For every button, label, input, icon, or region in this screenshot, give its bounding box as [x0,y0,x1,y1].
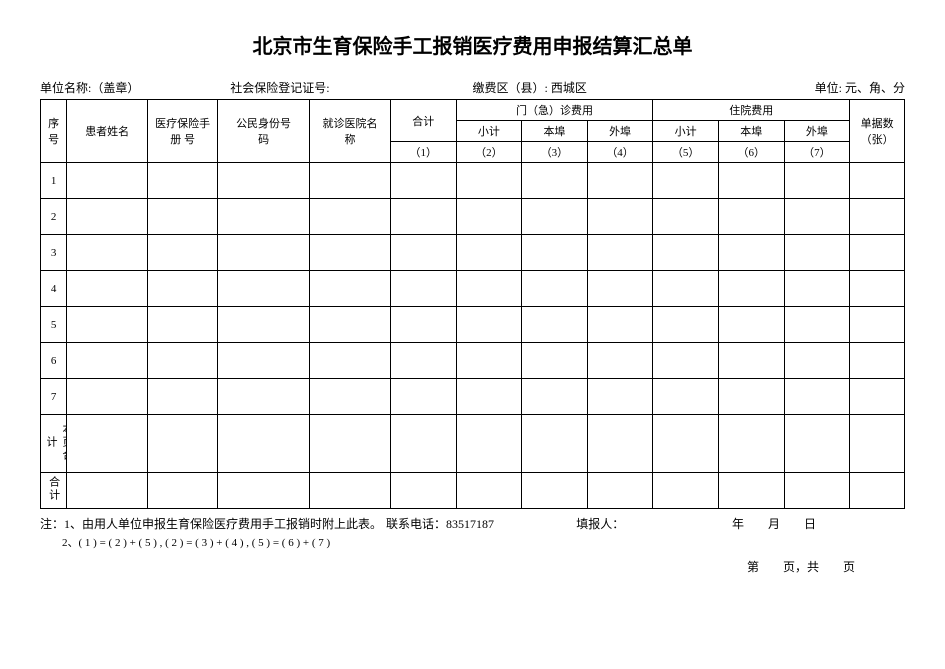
seq-cell: 6 [41,343,67,379]
seq-cell: 1 [41,163,67,199]
header-row: 单位名称:（盖章） 社会保险登记证号: 缴费区（县）: 西城区 单位: 元、角、… [40,79,905,96]
col-num-6: （6） [718,142,784,163]
note-1: 注：1、由用人单位申报生育保险医疗费用手工报销时附上此表。 [40,515,386,532]
col-num-5: （5） [653,142,719,163]
table-row: 3 [41,235,905,271]
seq-cell: 5 [41,307,67,343]
date-label: 年 月 日 [732,515,905,532]
seq-cell: 3 [41,235,67,271]
grand-total-row: 合计 [41,473,905,509]
table-body: 1 2 3 4 5 6 7 本页合计 合计 [41,163,905,509]
col-inpatient-group: 住院费用 [653,100,850,121]
contact-phone: 联系电话：83517187 [386,515,576,532]
table-row: 5 [41,307,905,343]
main-table: 序号 患者姓名 医疗保险手 册 号 公民身份号 码 就诊医院名 称 合计 门（急… [40,99,905,509]
col-seq-text: 序号 [48,118,59,146]
col-citizen-id: 公民身份号 码 [218,100,310,163]
col-num-4: （4） [587,142,653,163]
col-in-subtotal: 小计 [653,121,719,142]
col-out-nonlocal: 外埠 [587,121,653,142]
district-label: 缴费区（县）: 西城区 [472,79,732,96]
col-seq: 序号 [41,100,67,163]
header-row-1: 序号 患者姓名 医疗保险手 册 号 公民身份号 码 就诊医院名 称 合计 门（急… [41,100,905,121]
seq-cell: 4 [41,271,67,307]
seq-cell: 2 [41,199,67,235]
page-total-row: 本页合计 [41,415,905,473]
table-row: 4 [41,271,905,307]
col-ins-booklet: 医疗保险手 册 号 [148,100,218,163]
footer-row-1: 注：1、由用人单位申报生育保险医疗费用手工报销时附上此表。 联系电话：83517… [40,515,905,532]
page-title: 北京市生育保险手工报销医疗费用申报结算汇总单 [40,30,905,59]
col-num-7: （7） [784,142,850,163]
col-out-subtotal: 小计 [456,121,522,142]
page-number: 第 页，共 页 [40,558,905,575]
reporter-label: 填报人： [576,515,732,532]
col-receipt-count: 单据数（张） [850,100,905,163]
grand-total-label: 合计 [41,473,67,509]
unit-name-label: 单位名称:（盖章） [40,79,230,96]
col-in-local: 本埠 [718,121,784,142]
col-num-3: （3） [522,142,588,163]
col-total: 合计 [390,100,456,142]
unit-measure-label: 单位: 元、角、分 [732,79,905,96]
table-row: 1 [41,163,905,199]
col-in-nonlocal: 外埠 [784,121,850,142]
table-row: 6 [41,343,905,379]
col-outpatient-group: 门（急）诊费用 [456,100,653,121]
col-num-1: （1） [390,142,456,163]
table-row: 2 [41,199,905,235]
note-2: 2、( 1 ) = ( 2 ) + ( 5 ) , ( 2 ) = ( 3 ) … [40,534,905,550]
col-num-2: （2） [456,142,522,163]
col-hospital: 就诊医院名 称 [310,100,391,163]
page-total-label: 本页合计 [41,415,67,473]
col-patient-name: 患者姓名 [67,100,148,163]
col-out-local: 本埠 [522,121,588,142]
seq-cell: 7 [41,379,67,415]
table-row: 7 [41,379,905,415]
social-insurance-label: 社会保险登记证号: [230,79,472,96]
